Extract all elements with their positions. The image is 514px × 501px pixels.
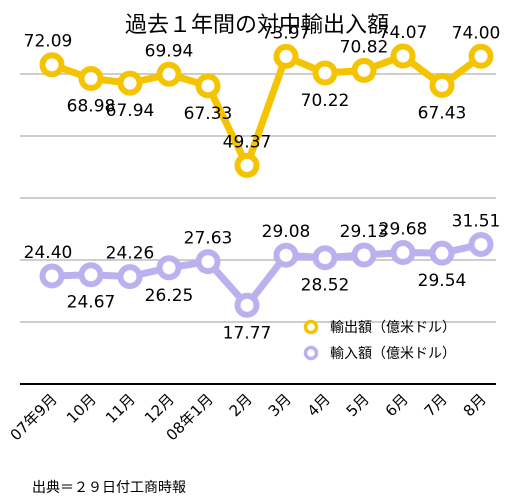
label-import-5: 27.63 xyxy=(184,229,233,249)
x-tick-3: 11月 xyxy=(102,390,139,427)
point-export-11 xyxy=(429,72,455,98)
point-import-11 xyxy=(429,240,455,266)
point-export-4 xyxy=(156,61,182,87)
series-layer xyxy=(39,43,494,318)
legend: 輸出額（億米ドル） 輸入額（億米ドル） xyxy=(303,319,456,362)
point-export-6 xyxy=(234,152,260,178)
label-export-5: 67.33 xyxy=(184,104,233,124)
point-export-3 xyxy=(117,70,143,96)
x-tick-8: 4月 xyxy=(304,390,334,420)
point-import-8 xyxy=(312,245,338,271)
legend-marker-import xyxy=(303,345,319,361)
series-export xyxy=(39,43,494,178)
label-export-4: 69.94 xyxy=(145,41,194,61)
point-import-12 xyxy=(468,231,494,257)
point-import-7 xyxy=(273,242,299,268)
label-import-4: 26.25 xyxy=(145,286,194,306)
point-export-12 xyxy=(468,43,494,69)
label-import-11: 29.54 xyxy=(418,271,467,291)
point-import-9 xyxy=(351,242,377,268)
point-export-2 xyxy=(78,66,104,92)
x-tick-2: 10月 xyxy=(63,390,100,427)
x-tick-1: 07年9月 xyxy=(7,390,61,444)
point-import-6 xyxy=(234,292,260,318)
label-export-1: 72.09 xyxy=(24,32,73,52)
point-import-10 xyxy=(390,240,416,266)
point-export-7 xyxy=(273,43,299,69)
point-export-10 xyxy=(390,43,416,69)
legend-item-export: 輸出額（億米ドル） xyxy=(303,319,456,336)
point-import-5 xyxy=(195,249,221,275)
label-export-11: 67.43 xyxy=(418,103,467,123)
label-export-2: 68.98 xyxy=(67,97,116,117)
label-export-7: 73.97 xyxy=(262,23,311,43)
x-tick-12: 8月 xyxy=(460,390,490,420)
label-import-1: 24.40 xyxy=(24,243,73,263)
source-note: 出典＝２９日付工商時報 xyxy=(32,480,186,496)
point-export-8 xyxy=(312,60,338,86)
point-import-2 xyxy=(78,262,104,288)
legend-marker-export xyxy=(303,319,319,335)
chart-title: 過去１年間の対中輸出入額 xyxy=(125,13,389,38)
label-import-12: 31.51 xyxy=(452,211,501,231)
point-export-1 xyxy=(39,52,65,78)
label-export-9: 70.82 xyxy=(340,37,389,57)
point-import-1 xyxy=(39,263,65,289)
label-import-6: 17.77 xyxy=(223,323,272,343)
series-import xyxy=(39,231,494,318)
label-import-10: 29.68 xyxy=(379,220,428,240)
label-export-6: 49.37 xyxy=(223,132,272,152)
x-tick-7: 3月 xyxy=(265,390,295,420)
label-import-2: 24.67 xyxy=(67,293,116,313)
point-export-9 xyxy=(351,57,377,83)
point-import-4 xyxy=(156,255,182,281)
x-tick-6: 2月 xyxy=(226,390,256,420)
label-import-8: 28.52 xyxy=(301,276,350,296)
point-import-3 xyxy=(117,264,143,290)
label-import-3: 24.26 xyxy=(106,244,155,264)
label-export-8: 70.22 xyxy=(301,91,350,111)
point-export-5 xyxy=(195,73,221,99)
label-export-10: 74.07 xyxy=(379,23,428,43)
label-import-9: 29.13 xyxy=(340,222,389,242)
label-import-7: 29.08 xyxy=(262,222,311,242)
label-export-12: 74.00 xyxy=(452,23,501,43)
x-tick-9: 5月 xyxy=(343,390,373,420)
legend-label-import: 輸入額（億米ドル） xyxy=(330,346,456,362)
label-export-3: 67.94 xyxy=(106,101,155,121)
legend-label-export: 輸出額（億米ドル） xyxy=(330,320,456,336)
x-tick-10: 6月 xyxy=(382,390,412,420)
legend-item-import: 輸入額（億米ドル） xyxy=(303,345,456,362)
x-tick-11: 7月 xyxy=(421,390,451,420)
